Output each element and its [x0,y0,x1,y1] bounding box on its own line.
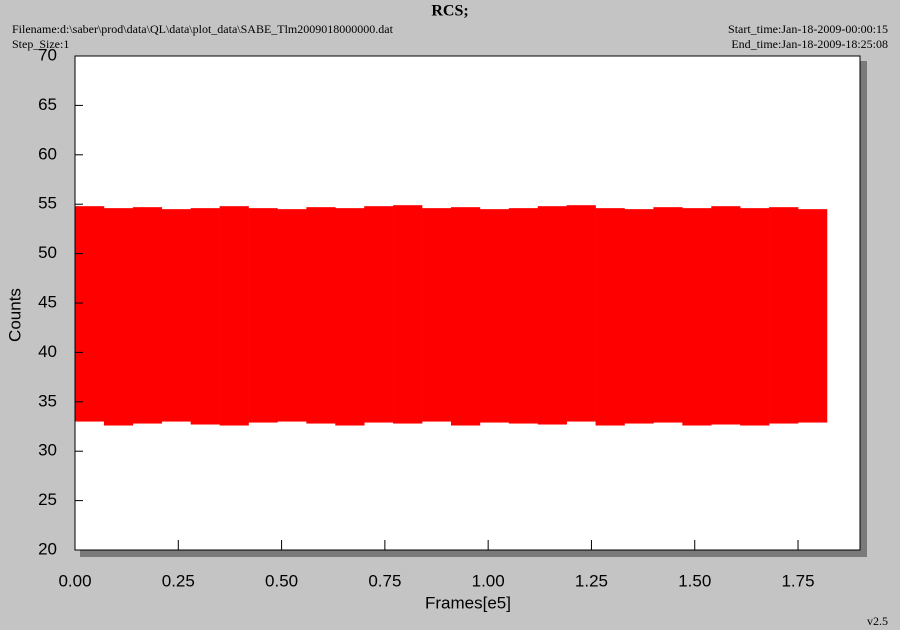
band-segment [103,208,134,426]
band-segment [653,207,683,423]
x-tick-label: 0.00 [58,571,91,590]
band-segment [479,209,510,423]
y-tick-label: 35 [38,391,57,410]
band-segment [450,207,481,426]
y-tick-label: 40 [38,342,57,361]
step-size: Step_Size:1 [12,37,69,51]
band-segment [277,209,307,422]
band-segment [682,208,712,426]
band-segment [595,208,625,426]
end-time: End_time:Jan-18-2009-18:25:08 [731,37,888,51]
y-tick-label: 20 [38,539,57,558]
x-tick-label: 1.25 [575,571,608,590]
version: v2.5 [867,614,888,628]
x-tick-label: 1.00 [472,571,505,590]
x-tick-label: 0.50 [265,571,298,590]
x-tick-label: 0.75 [368,571,401,590]
band-segment [75,206,105,422]
band-segment [190,208,220,425]
band-segment [306,207,336,424]
plot-border [74,55,861,551]
band-segment [132,207,163,424]
band-segment [798,209,828,423]
band-segment [219,206,249,426]
band-segment [624,209,654,424]
band-segment [161,209,191,422]
filename: Filename:d:\saber\prod\data\QL\data\plot… [12,22,394,36]
y-tick-label: 65 [38,95,57,114]
start-time: Start_time:Jan-18-2009-00:00:15 [728,22,888,36]
band-segment [537,206,567,425]
band-segment [711,206,741,425]
y-tick-label: 55 [38,194,57,213]
band-segment [422,208,452,422]
band-segment [769,207,799,424]
band-segment [508,208,539,424]
y-axis-label: Counts [5,288,24,342]
band-segment [248,208,278,423]
x-tick-label: 0.25 [162,571,195,590]
chart-title: RCS; [431,3,468,20]
y-tick-label: 60 [38,144,57,163]
band-segment [740,208,770,426]
y-tick-label: 70 [38,45,57,64]
band-segment [393,205,423,424]
band-segment [335,208,365,426]
y-tick-label: 45 [38,292,57,311]
x-tick-label: 1.50 [678,571,711,590]
x-axis-label: Frames[e5] [425,593,511,612]
y-tick-label: 30 [38,441,57,460]
x-tick-label: 1.75 [781,571,814,590]
band-segment [364,206,394,423]
y-tick-label: 25 [38,490,57,509]
y-tick-label: 50 [38,243,57,262]
band-segment [566,205,596,422]
